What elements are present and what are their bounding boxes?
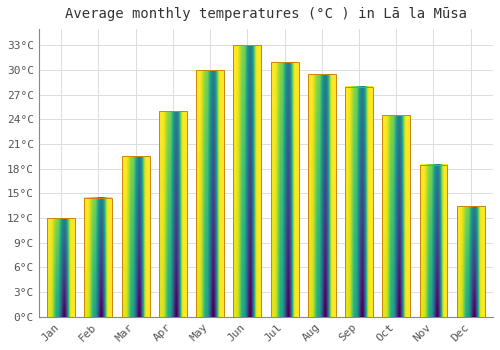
Title: Average monthly temperatures (°C ) in Lā la Mūsa: Average monthly temperatures (°C ) in Lā… <box>65 7 467 21</box>
Bar <box>420 165 448 317</box>
Bar <box>270 62 298 317</box>
Bar <box>47 218 75 317</box>
Bar <box>84 198 112 317</box>
Bar <box>234 46 262 317</box>
Bar <box>382 116 410 317</box>
Bar <box>159 111 187 317</box>
Bar <box>196 70 224 317</box>
Bar <box>457 206 484 317</box>
Bar <box>345 86 373 317</box>
Bar <box>308 74 336 317</box>
Bar <box>122 156 150 317</box>
